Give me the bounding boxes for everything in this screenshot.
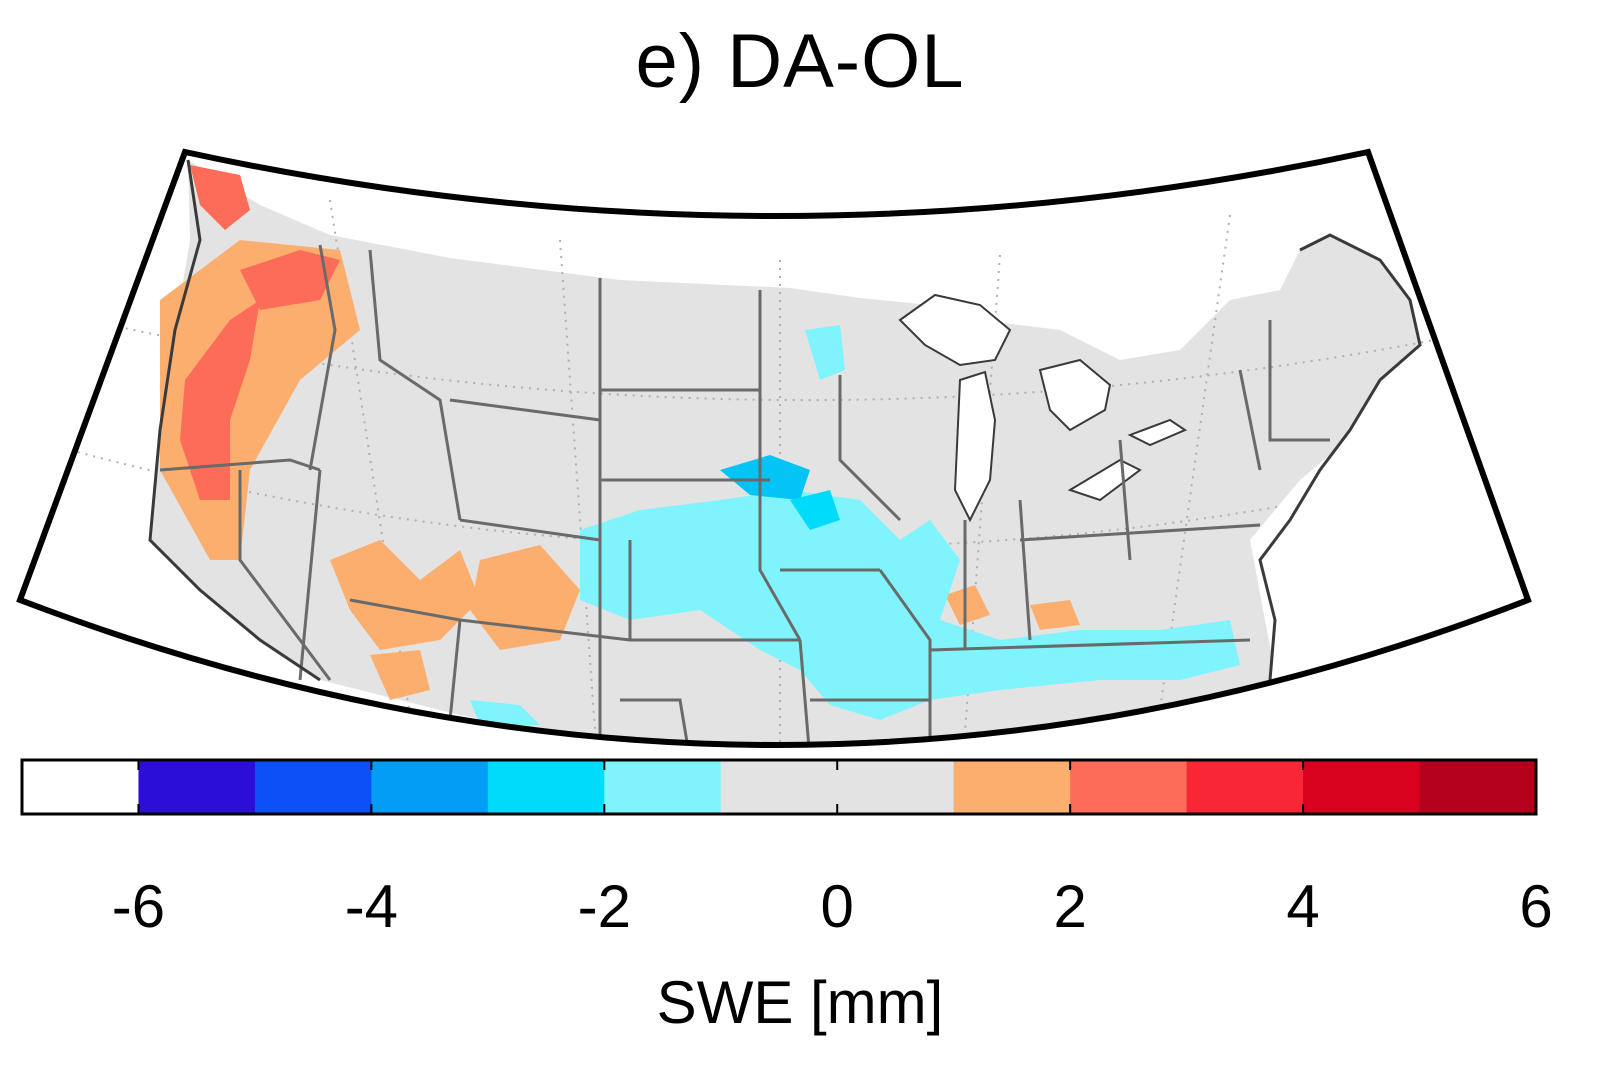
negative-anomaly-nebraska (720, 455, 810, 500)
map-title: e) DA-OL (635, 19, 965, 104)
negative-anomaly-central-plains (580, 490, 1240, 720)
colorbar-tick-label: -2 (577, 873, 631, 940)
coastline (148, 159, 321, 682)
positive-anomaly-ohio-valley (945, 585, 990, 625)
colorbar-segment (371, 760, 489, 814)
colorbar-segment (720, 760, 838, 814)
east-coastline (1258, 233, 1422, 681)
negative-anomaly-iowa (790, 490, 840, 530)
colorbar-segment (22, 760, 139, 814)
colorbar-segment (254, 760, 372, 814)
colorbar-segment (953, 760, 1071, 814)
map-panel (16, 148, 1532, 748)
colorbar-frame (20, 758, 1538, 816)
colorbar-tick-label: -6 (111, 873, 166, 940)
colorbar-tick-label: 0 (820, 873, 854, 940)
positive-anomaly-great-basin (330, 540, 480, 650)
colorbar-segment (138, 760, 256, 814)
colorbar-tick-label: -4 (344, 873, 399, 940)
colorbar-segment (1419, 760, 1537, 814)
positive-anomaly-oregon (240, 250, 340, 310)
positive-anomaly-southwest (370, 650, 430, 700)
colorbar-label: SWE [mm] (656, 969, 944, 1036)
colorbar-tick-label: 2 (1053, 873, 1087, 940)
colorbar-segment (1303, 760, 1421, 814)
colorbar-tick-label: 4 (1286, 873, 1320, 940)
positive-anomaly-cascades (180, 300, 260, 500)
colorbar-segment (487, 760, 605, 814)
lake-superior (898, 293, 1012, 367)
lake-michigan (953, 370, 997, 523)
colorbar-segment (604, 760, 722, 814)
colorbar-segment (1186, 760, 1304, 814)
positive-anomaly-kentucky (1030, 600, 1080, 630)
colorbar (20, 758, 1538, 816)
colorbar-segment (1070, 760, 1188, 814)
negative-anomaly-minnesota (805, 325, 845, 380)
map-frame (16, 148, 1532, 748)
positive-anomaly-northwest (190, 165, 250, 230)
state-borders (159, 244, 1330, 745)
colorbar-tick-label: 6 (1519, 873, 1553, 940)
negative-anomaly-southern-plains (470, 700, 540, 725)
colorbar-segment (837, 760, 955, 814)
lake-huron (1038, 358, 1112, 432)
lake-ontario (1127, 418, 1188, 447)
